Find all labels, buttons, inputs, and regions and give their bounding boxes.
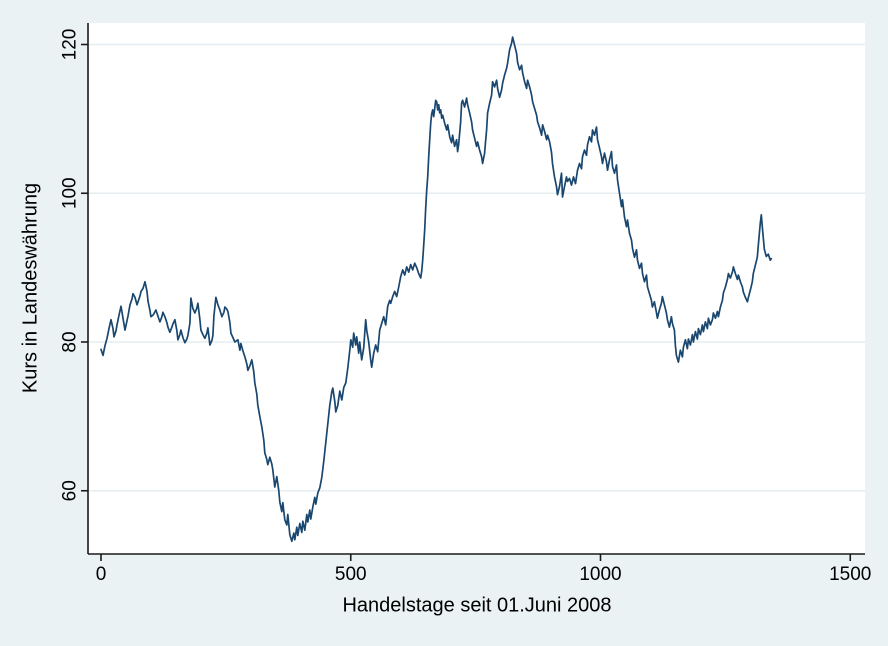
- x-tick-label: 1500: [829, 564, 871, 585]
- x-tick-label: 500: [335, 564, 367, 585]
- y-tick-label: 100: [60, 177, 81, 209]
- x-axis-title: Handelstage seit 01.Juni 2008: [342, 594, 612, 617]
- y-tick-label: 80: [60, 331, 81, 352]
- x-tick-label: 1000: [579, 564, 621, 585]
- plot-area: [88, 23, 865, 554]
- y-tick-label: 60: [60, 480, 81, 501]
- x-tick-label: 0: [96, 564, 107, 585]
- y-axis-title: Kurs in Landeswährung: [19, 182, 42, 394]
- y-tick-label: 120: [60, 29, 81, 61]
- price-line: [100, 36, 773, 543]
